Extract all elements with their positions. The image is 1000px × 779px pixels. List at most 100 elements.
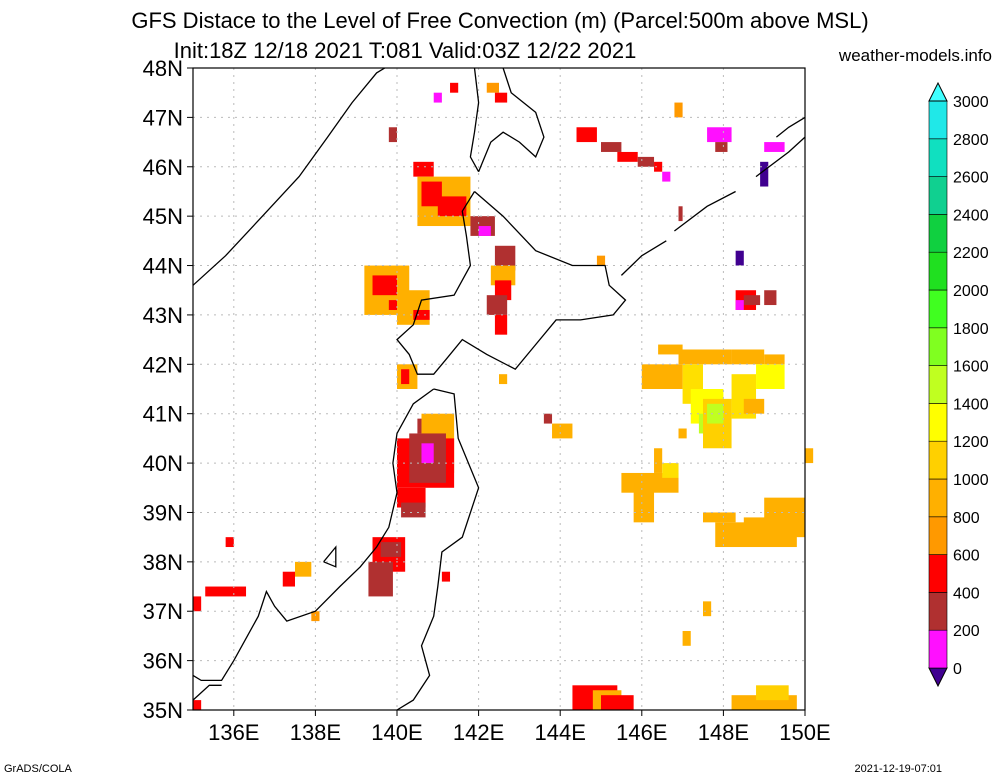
lfc-cell [735,250,744,266]
lfc-cell [601,142,622,152]
lfc-cell [552,423,573,439]
lfc-cell [703,601,712,617]
lat-tick-label: 47N [143,105,183,130]
lfc-cell [743,295,761,306]
colorbar-segment [928,440,948,480]
lfc-cell [731,349,765,365]
lon-tick-label: 150E [779,720,830,745]
lfc-cell [478,226,491,236]
lfc-cell [494,314,508,335]
lfc-cell [397,487,426,508]
lfc-cell [637,156,655,167]
coastline-layer [192,67,806,711]
colorbar-segment [928,365,948,404]
lon-tick-label: 146E [616,720,667,745]
colorbar-label: 3000 [953,94,989,111]
colorbar-segment [928,403,948,442]
colorbar-segment [928,592,948,631]
lfc-cell [490,265,516,286]
lfc-cell [205,586,247,597]
lfc-cell [743,517,805,538]
lfc-cell [494,92,508,103]
colorbar-label: 200 [953,623,980,640]
colorbar-segment [928,327,948,366]
colorbar-segment [928,478,948,518]
colorbar-segment [928,289,948,329]
colorbar-segment [928,554,948,593]
lfc-cell [601,695,634,710]
lfc-cell [760,161,769,187]
lfc-cell [658,344,683,355]
map-subtitle: Init:18Z 12/18 2021 T:081 Valid:03Z 12/2… [173,38,637,63]
lfc-cell [805,448,814,464]
colorbar-label: 1400 [953,396,989,413]
lat-tick-label: 36N [143,649,183,674]
lfc-cell [678,349,732,365]
lat-tick-label: 37N [143,599,183,624]
colorbar-lower-arrow [928,667,948,688]
lon-tick-label: 142E [453,720,504,745]
lat-tick-label: 41N [143,402,183,427]
lfc-cell [311,611,320,622]
lon-tick-label: 136E [208,720,259,745]
coastline [620,240,667,276]
lfc-cell [413,309,430,320]
colorbar-segment [928,176,948,215]
lfc-cell [764,354,785,365]
colorbar-label: 1600 [953,359,989,376]
coastline [396,388,480,711]
lat-tick-label: 38N [143,550,183,575]
lfc-cell [543,413,553,424]
lat-tick-label: 40N [143,451,183,476]
lfc-cell [674,102,683,118]
lfc-cell [417,418,422,434]
lfc-cell [225,537,234,548]
colorbar-segment [928,214,948,253]
colorbar-label: 400 [953,585,980,602]
lfc-cell [368,561,393,597]
map-title: GFS Distace to the Level of Free Convect… [131,8,869,33]
lfc-cell [756,685,789,701]
lfc-field-layer [193,82,814,710]
colorbar-label: 0 [953,661,962,678]
lfc-cell [764,497,805,523]
lon-tick-label: 144E [535,720,586,745]
colorbar-label: 600 [953,548,980,565]
lon-tick-label: 140E [371,720,422,745]
colorbar-segment [928,629,948,669]
lfc-cell [401,369,410,385]
site-label: weather-models.info [838,46,992,65]
footer-timestamp: 2021-12-19-07:01 [854,763,942,775]
colorbar-label: 2600 [953,170,989,187]
lon-tick-label: 138E [290,720,341,745]
lat-tick-label: 39N [143,500,183,525]
lfc-cell [372,275,397,296]
footer-software: GrADS/COLA [4,763,72,775]
lfc-cell [641,364,683,389]
lfc-cell [441,571,451,582]
lfc-cell [715,142,728,152]
colorbar-label: 2000 [953,283,989,300]
lfc-cell [678,428,687,439]
lat-tick-label: 43N [143,303,183,328]
lfc-cell [743,398,765,414]
colorbar-label: 2400 [953,207,989,224]
lfc-cell [576,127,597,143]
lfc-cell [764,290,777,306]
lat-tick-label: 46N [143,155,183,180]
lfc-cell [707,403,724,424]
lfc-cell [596,255,606,266]
lfc-cell [617,151,638,162]
lfc-cell [437,196,467,217]
lfc-cell [494,245,516,271]
lfc-cell [193,700,202,710]
colorbar-label: 1000 [953,472,989,489]
lfc-cell [450,82,459,93]
lfc-cell [654,448,663,473]
colorbar: 0 200 400 600 800 1000 1200 1400 1600 1800 2000 220… [928,81,989,688]
coastline [775,116,806,138]
lfc-cell [678,206,683,222]
colorbar-segment [928,516,948,555]
colorbar-label: 2200 [953,245,989,262]
